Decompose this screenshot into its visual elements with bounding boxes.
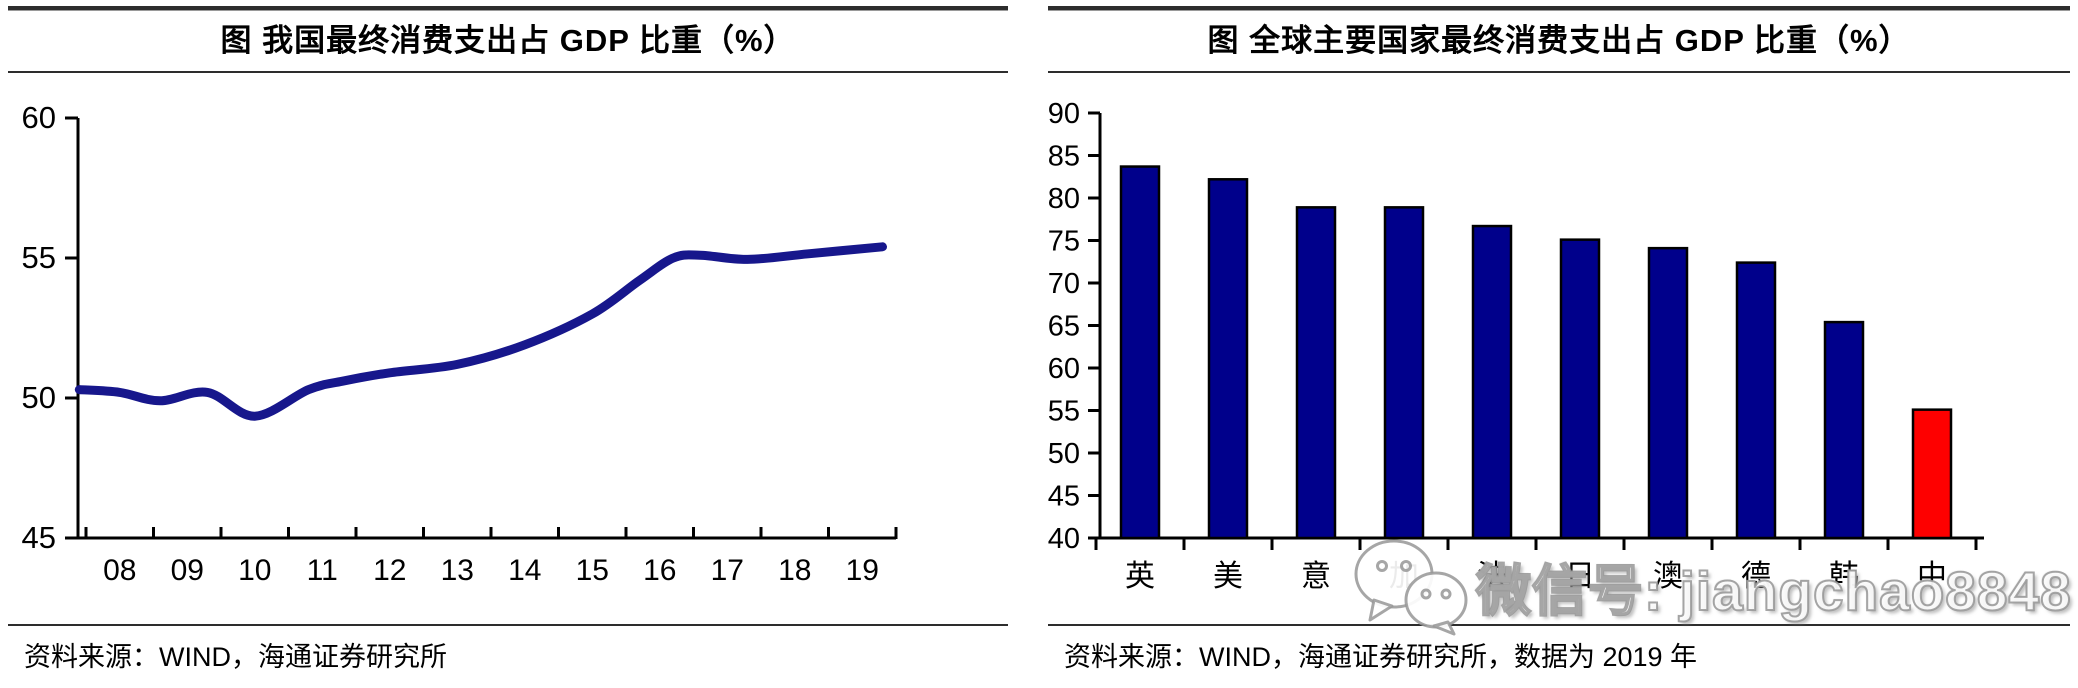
y-tick-label: 50 [1048,438,1080,470]
x-tick-label: 14 [508,554,541,587]
y-tick-label: 85 [1048,141,1080,173]
title-divider-rule [8,71,1008,73]
title-divider-rule [1048,71,2070,73]
bar [1559,238,1601,540]
x-tick-label: 17 [711,554,744,587]
bar [1295,206,1337,540]
x-tick-label: 13 [441,554,474,587]
y-tick-label: 55 [22,240,56,275]
x-tick-label: 12 [373,554,406,587]
axes [65,116,898,540]
x-tick-label: 09 [171,554,204,587]
bar-series [1119,165,1953,540]
y-tick-label: 90 [1048,98,1080,130]
x-tick-label: 16 [643,554,676,587]
x-tick-label: 10 [238,554,271,587]
x-category-label: 德 [1741,560,1771,593]
china-consumption-panel: 图 我国最终消费支出占 GDP 比重（%） 60 55 50 45 08 09 10 11 12… [8,6,1008,682]
left-chart-title: 图 我国最终消费支出占 GDP 比重（%） [220,23,796,58]
bar-chart-svg: 90 85 80 75 70 65 60 55 50 45 40 英 美 意 加 法 日 澳 德 韩 中 [1048,98,1984,593]
bar [1119,165,1161,540]
y-tick-label: 50 [22,380,56,415]
bar [1647,246,1689,540]
y-tick-label: 55 [1048,396,1080,428]
x-category-label: 加 [1389,560,1419,593]
x-tick-label: 18 [778,554,811,587]
x-category-label: 澳 [1653,560,1683,593]
bar-china-highlight [1911,408,1953,540]
bar [1383,206,1425,540]
consumption-line-series [74,242,887,421]
x-category-label: 法 [1477,560,1507,593]
x-tick-label: 19 [846,554,879,587]
x-tick-label: 11 [307,554,338,587]
x-category-label: 美 [1213,560,1243,593]
x-tick-label: 08 [103,554,136,587]
y-tick-label: 45 [1048,481,1080,513]
bar [1823,320,1865,540]
y-tick-label: 60 [1048,353,1080,385]
x-category-label: 日 [1565,560,1595,593]
panel-top-rule [1048,6,2070,11]
y-tick-label: 45 [22,520,56,555]
right-source-note: 资料来源：WIND，海通证券研究所，数据为 2019 年 [1048,624,2070,682]
x-tick-label: 15 [576,554,609,587]
x-category-label: 意 [1301,560,1331,593]
left-source-note: 资料来源：WIND，海通证券研究所 [8,624,1008,682]
y-tick-label: 80 [1048,183,1080,215]
bar [1735,261,1777,540]
y-tick-label: 70 [1048,268,1080,300]
y-tick-label: 75 [1048,226,1080,258]
panel-top-rule [8,6,1008,11]
china-line-chart: 60 55 50 45 08 09 10 11 12 13 14 15 16 17 18 19 [8,73,1008,624]
y-tick-label: 60 [22,100,56,135]
x-category-label: 英 [1125,560,1155,593]
axis-labels: 60 55 50 45 08 09 10 11 12 13 14 15 16 17 18 19 [22,100,879,587]
x-category-label: 韩 [1829,560,1859,593]
line-chart-svg: 60 55 50 45 08 09 10 11 12 13 14 15 16 17 18 19 [22,100,898,587]
right-chart-title: 图 全球主要国家最终消费支出占 GDP 比重（%） [1207,23,1911,58]
bar [1471,224,1513,540]
global-bar-chart: 90 85 80 75 70 65 60 55 50 45 40 英 美 意 加 法 日 澳 德 韩 中 [1048,73,2070,624]
y-tick-label: 65 [1048,311,1080,343]
x-category-label: 中 [1917,560,1947,593]
y-tick-label: 40 [1048,523,1080,555]
bar [1207,178,1249,540]
global-consumption-panel: 图 全球主要国家最终消费支出占 GDP 比重（%） 90 85 80 75 70 65 60… [1048,6,2070,682]
